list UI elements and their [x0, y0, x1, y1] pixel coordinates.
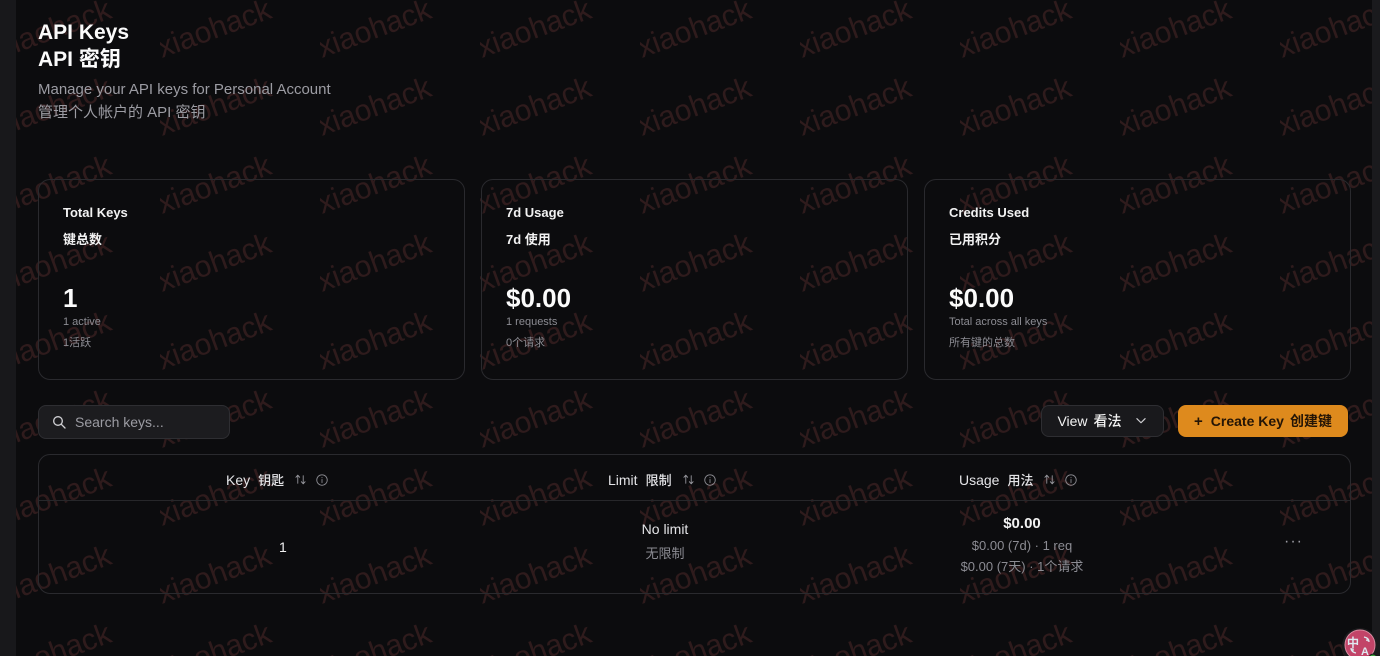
- svg-text:中: 中: [1347, 635, 1359, 650]
- svg-text:A: A: [1361, 646, 1369, 656]
